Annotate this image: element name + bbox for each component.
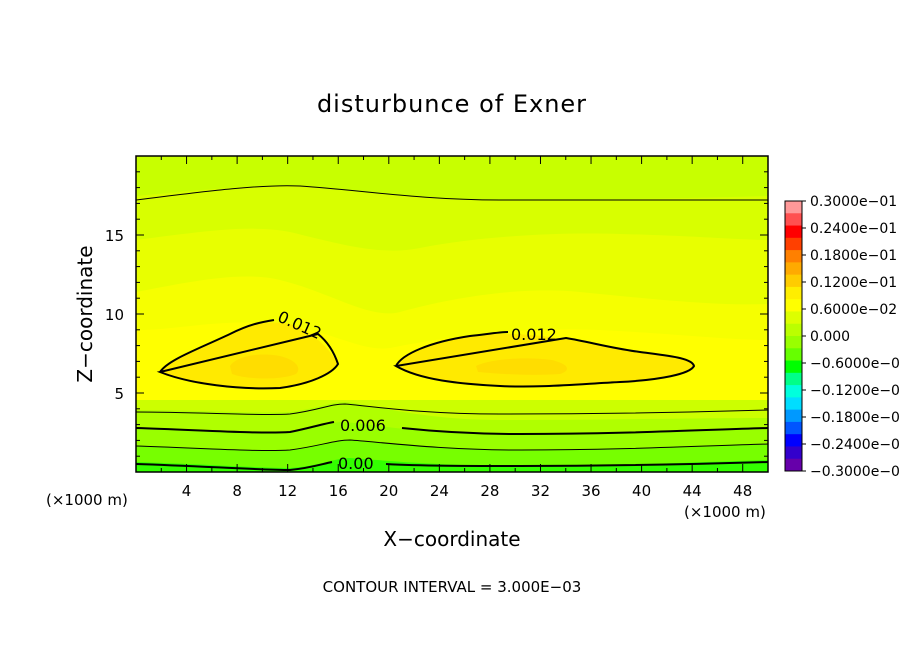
x-tick-label: 20 [379,482,398,500]
colorbar-swatch [785,434,802,447]
cell-right-core [476,358,567,375]
y-tick-label: 10 [105,306,124,324]
colorbar-label: −0.1200e−0 [810,383,900,399]
field-band-0.002 [136,440,768,472]
colorbar-swatch [785,409,802,423]
contour-0.006 [136,421,768,436]
y-tick-label: 15 [105,227,124,245]
x-tick-label: 48 [733,482,752,500]
colorbar-swatch [785,397,802,411]
x-tick-label: 8 [232,482,242,500]
x-tick-label: 40 [632,482,651,500]
colorbar-label: 0.2400e−01 [810,221,897,237]
colorbar-swatch [785,385,802,398]
x-unit-right: (×1000 m) [684,503,766,521]
colorbar-label: −0.1800e−0 [810,410,900,426]
contour-0.009 [136,403,768,416]
x-tick-label: 32 [531,482,550,500]
colorbar-label: 0.1800e−01 [810,248,897,264]
y-tick-label: 5 [114,385,124,403]
colorbar-swatch [785,274,802,288]
colorbar-label: −0.3000e−0 [810,464,900,480]
colorbar-swatch [785,237,802,251]
colorbar-swatch [785,225,802,239]
x-tick-label: 28 [480,482,499,500]
colorbar-swatch [785,421,802,435]
contour-label-right: 0.012 [511,325,557,344]
colorbar-swatch [785,458,802,472]
colorbar-swatch [785,348,802,362]
colorbar-swatch [785,213,802,227]
x-tick-label: 16 [329,482,348,500]
colorbar-swatch [785,286,802,300]
colorbar-label: −0.6000e−0 [810,356,900,372]
colorbar-swatch [785,250,802,263]
chart-title: disturbunce of Exner [317,90,587,118]
contour-interval: CONTOUR INTERVAL = 3.000E−03 [323,578,582,596]
x-tick-label: 12 [278,482,297,500]
contour-label-mid: 0.006 [340,416,386,435]
x-unit-left: (×1000 m) [46,491,128,509]
colorbar-swatch [785,446,802,460]
colorbar-label: −0.2400e−0 [810,437,900,453]
contour-0.000 [136,461,768,472]
contour-0.003 [136,439,768,452]
colorbar-label: 0.000 [810,329,850,345]
x-tick-label: 4 [182,482,192,500]
colorbar-swatch [785,201,802,214]
contour-0.012-left [156,319,340,390]
contour-label-bottom: 0.00 [338,454,374,473]
x-tick-label: 44 [683,482,702,500]
x-axis-label: X−coordinate [383,527,520,551]
plot-area [136,156,768,472]
colorbar-swatch [785,262,802,276]
cell-left-core [230,354,299,379]
colorbar-label: 0.6000e−02 [810,302,897,318]
colorbar-swatch [785,323,802,337]
contour-upper-thin [136,185,768,201]
colorbar: 0.3000e−01 0.2400e−01 0.1800e−01 0.1200e−01… [784,194,900,480]
contour-0.012-right [393,331,696,388]
colorbar-swatch [785,299,802,312]
colorbar-label: 0.3000e−01 [810,194,897,210]
colorbar-swatch [785,311,802,325]
colorbar-swatch [785,336,802,349]
colorbar-swatch [785,360,802,374]
x-tick-label: 36 [581,482,600,500]
y-axis: 5 10 15 [105,171,768,457]
x-tick-label: 24 [430,482,449,500]
colorbar-swatch [785,372,802,386]
x-axis: 4 8 12 16 20 24 28 32 36 40 44 48 [160,156,752,500]
y-axis-label: Z−coordinate [73,245,97,382]
colorbar-label: 0.1200e−01 [810,275,897,291]
